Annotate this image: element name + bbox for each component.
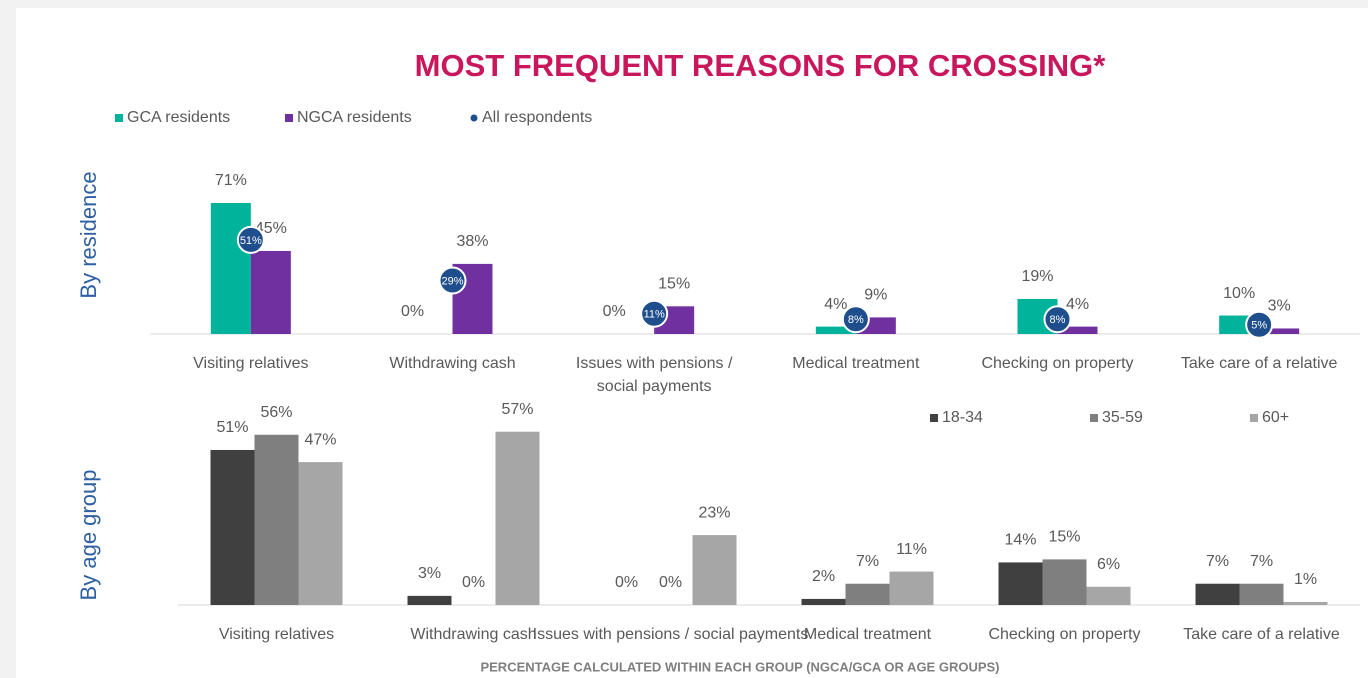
footnote: PERCENTAGE CALCULATED WITHIN EACH GROUP … (480, 659, 999, 674)
x-tick-label: Checking on property (981, 355, 1134, 372)
bar (298, 462, 343, 605)
bar (845, 583, 890, 605)
chart-title: MOST FREQUENT REASONS FOR CROSSING* (415, 48, 1107, 83)
data-label: 71% (215, 172, 247, 189)
data-label: 14% (1004, 532, 1036, 549)
bar (495, 431, 540, 605)
x-tick-label: Withdrawing cash (410, 626, 537, 643)
data-label: 11% (896, 541, 927, 558)
bar (1086, 586, 1131, 605)
data-label: 47% (304, 431, 336, 448)
data-label: 4% (824, 296, 847, 313)
data-label: 7% (856, 553, 879, 570)
data-label: 9% (864, 287, 887, 304)
legend-swatch (930, 414, 938, 422)
legend-label: 60+ (1262, 409, 1289, 426)
data-label: 0% (401, 303, 424, 320)
bar (998, 562, 1043, 605)
dot (1245, 310, 1274, 339)
data-label: 3% (1268, 298, 1291, 315)
bar (815, 326, 856, 334)
data-label: 0% (615, 574, 638, 591)
legend-swatch (470, 114, 478, 122)
x-tick-label: Take care of a relative (1183, 626, 1340, 643)
dot-label: 11% (644, 309, 665, 321)
panel-label: By age group (76, 470, 101, 601)
data-label: 56% (260, 404, 292, 421)
legend-swatch (1250, 414, 1258, 422)
x-tick-label: Checking on property (988, 626, 1141, 643)
data-label: 10% (1223, 285, 1255, 302)
legend-label: NGCA residents (297, 109, 412, 126)
dot-label: 51% (240, 235, 262, 247)
data-label: 1% (1294, 571, 1317, 588)
data-label: 4% (1066, 296, 1089, 313)
bar (407, 595, 452, 605)
data-label: 0% (659, 574, 682, 591)
legend-label: All respondents (482, 109, 592, 126)
data-label: 3% (418, 565, 441, 582)
data-label: 51% (216, 419, 248, 436)
data-label: 19% (1021, 268, 1053, 285)
data-label: 7% (1206, 553, 1229, 570)
dot-label: 8% (1050, 314, 1066, 326)
bar (1195, 583, 1240, 605)
legend-swatch (285, 114, 293, 122)
x-tick-label: Issues with pensions / social payments (532, 626, 809, 643)
data-label: 2% (812, 568, 835, 585)
data-label: 15% (1048, 529, 1080, 546)
data-label: 6% (1097, 556, 1120, 573)
data-label: 7% (1250, 553, 1273, 570)
dot (841, 305, 870, 334)
legend-label: GCA residents (127, 109, 230, 126)
x-tick-label: Take care of a relative (1180, 355, 1338, 372)
dot-label: 5% (1251, 320, 1267, 332)
legend-label: 35-59 (1102, 409, 1143, 426)
bar (1239, 583, 1284, 605)
bar (1283, 601, 1328, 605)
legend-swatch (1090, 414, 1098, 422)
x-tick-label: Medical treatment (792, 355, 920, 372)
dot (640, 299, 669, 328)
x-tick-label: Medical treatment (803, 626, 932, 643)
bar (692, 535, 737, 605)
dot (438, 266, 467, 295)
x-tick-label: Visiting relatives (218, 626, 335, 643)
x-tick-label: Issues with pensions / social payments (575, 355, 733, 395)
dot-label: 8% (848, 314, 864, 326)
bar (889, 571, 934, 605)
data-label: 15% (658, 276, 690, 293)
bar (1057, 326, 1098, 334)
legend-swatch (115, 114, 123, 122)
data-label: 23% (698, 504, 730, 521)
bar (250, 250, 291, 334)
x-tick-label: Visiting relatives (193, 355, 309, 372)
legend-label: 18-34 (942, 409, 983, 426)
data-label: 0% (462, 574, 485, 591)
panel-label: By residence (76, 171, 101, 298)
bar (210, 449, 255, 605)
bar (254, 434, 299, 605)
dot (236, 225, 265, 254)
data-label: 57% (501, 401, 533, 418)
dot-label: 29% (441, 275, 463, 287)
dot (1043, 305, 1072, 334)
bar (1259, 328, 1300, 334)
bar (801, 598, 846, 605)
data-label: 0% (603, 303, 626, 320)
x-tick-label: Withdrawing cash (389, 355, 516, 372)
bar (210, 203, 251, 334)
bar (1042, 559, 1087, 605)
data-label: 38% (456, 233, 488, 250)
